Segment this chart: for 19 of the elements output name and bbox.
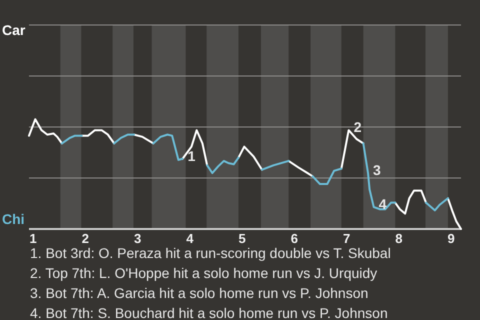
x-tick-label: 9 <box>447 231 455 246</box>
annotation: 3 <box>373 162 382 178</box>
x-tick-label: 3 <box>134 231 142 246</box>
text: Chi <box>2 211 25 227</box>
annotation: 4 <box>378 196 387 212</box>
x-tick-label: 1 <box>30 231 37 246</box>
text: 2. Top 7th: L. O'Hoppe hit a solo home run vs J. Urquidy <box>30 265 378 281</box>
annotation: 1 <box>188 148 196 164</box>
text: Car <box>2 22 26 38</box>
text: 4. Bot 7th: S. Bouchard hit a solo home run vs P. Johnson <box>30 305 388 320</box>
x-tick-label: 5 <box>238 231 246 246</box>
x-tick-label: 7 <box>342 231 350 246</box>
x-tick-label: 2 <box>82 231 90 246</box>
annotation: 2 <box>354 119 362 136</box>
text: 1. Bot 3rd: O. Peraza hit a run-scoring double vs T. Skubal <box>30 245 391 261</box>
x-tick-label: 4 <box>186 231 194 246</box>
x-tick-label: 8 <box>395 231 402 246</box>
text: 3. Bot 7th: A. Garcia hit a solo home run vs P. Johnson <box>30 285 368 301</box>
x-tick-label: 6 <box>290 231 298 246</box>
